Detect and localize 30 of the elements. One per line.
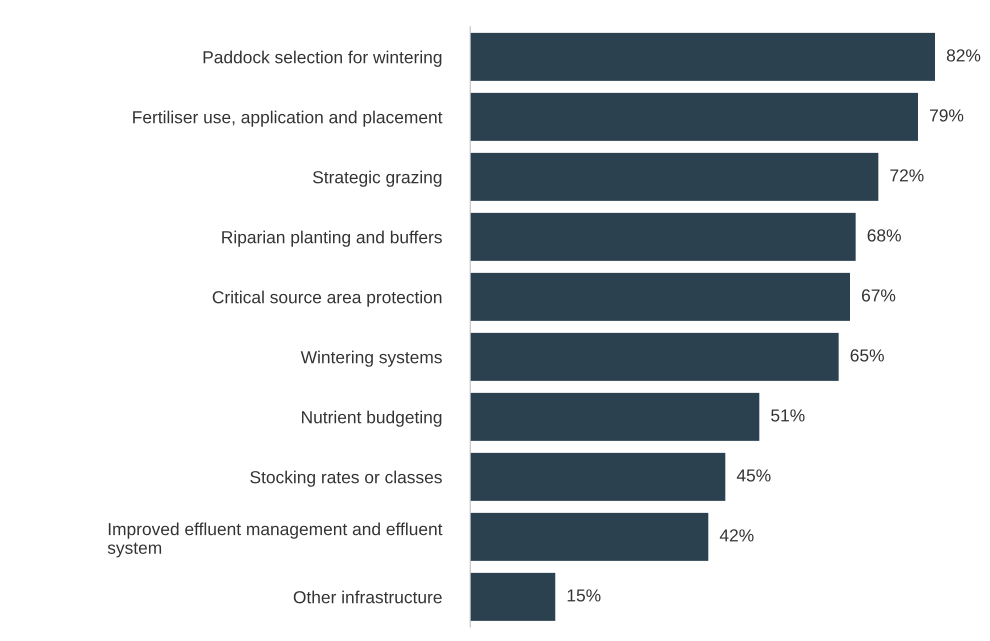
bar — [470, 452, 726, 501]
bar — [470, 152, 878, 201]
data-label: 82% — [946, 49, 980, 62]
bar — [470, 332, 839, 381]
y-tick-label: Improved effluent management and effluent system — [108, 522, 442, 558]
bar — [470, 272, 850, 321]
y-tick-label: Other infrastructure — [294, 590, 442, 604]
data-label: 67% — [862, 289, 896, 302]
data-label: 51% — [771, 409, 805, 422]
y-tick-label: Critical source area protection — [212, 290, 442, 307]
y-tick-label: Strategic grazing — [312, 170, 442, 187]
bar — [470, 212, 856, 261]
bar — [470, 32, 936, 81]
y-tick-label: Stocking rates or classes — [250, 470, 442, 487]
data-label: 45% — [736, 469, 771, 482]
y-tick-label: Wintering systems — [300, 350, 442, 367]
data-label: 72% — [890, 169, 924, 182]
data-label: 15% — [568, 589, 601, 602]
bar — [470, 92, 918, 141]
y-tick-label: Nutrient budgeting — [302, 410, 442, 427]
data-label: 65% — [850, 349, 884, 362]
data-label: 42% — [720, 529, 754, 542]
y-tick-label: Fertiliser use, application and placement — [133, 110, 442, 127]
y-tick-label: Paddock selection for wintering — [204, 50, 442, 67]
data-label: 79% — [930, 109, 964, 122]
bar — [470, 572, 556, 621]
data-label: 68% — [868, 229, 901, 242]
bar — [470, 512, 708, 561]
bar — [470, 392, 760, 441]
y-tick-label: Riparian planting and buffers — [222, 230, 442, 247]
